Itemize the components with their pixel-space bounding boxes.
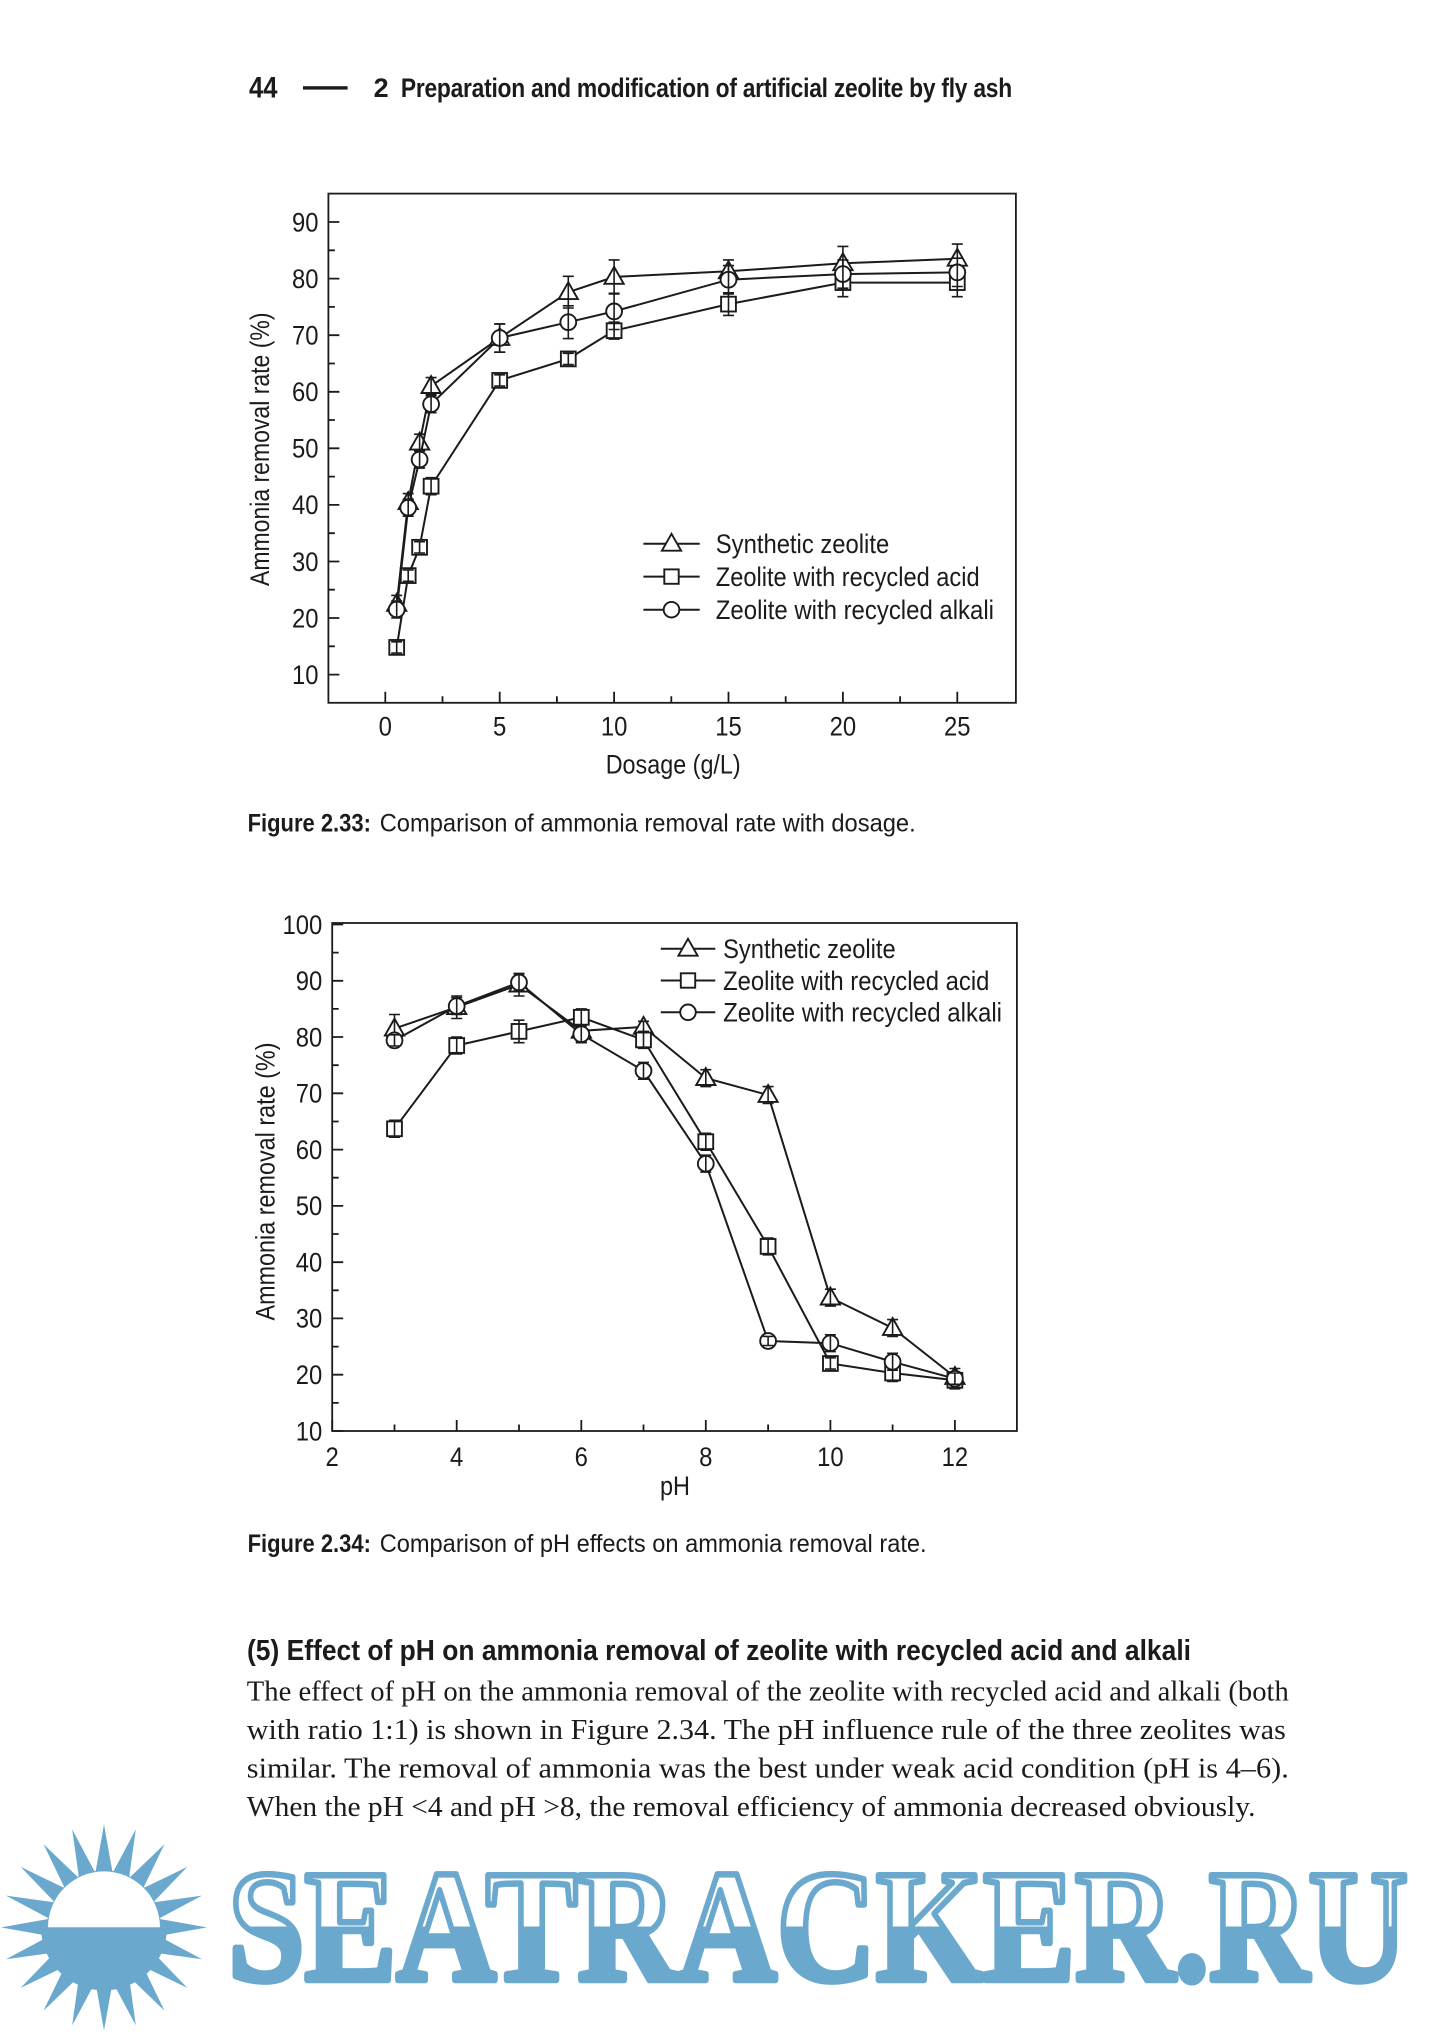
svg-text:20: 20 bbox=[296, 1360, 323, 1390]
svg-text:Ammonia removal rate (%): Ammonia removal rate (%) bbox=[251, 1043, 281, 1321]
svg-text:Synthetic zeolite: Synthetic zeolite bbox=[723, 934, 896, 964]
svg-text:SEATRACKER.RU: SEATRACKER.RU bbox=[228, 1837, 1408, 2015]
svg-text:40: 40 bbox=[292, 490, 319, 520]
svg-text:10: 10 bbox=[292, 660, 319, 690]
svg-text:4: 4 bbox=[450, 1442, 463, 1472]
svg-text:Dosage (g/L): Dosage (g/L) bbox=[606, 750, 741, 780]
svg-text:0: 0 bbox=[379, 712, 392, 742]
svg-text:Zeolite with recycled acid: Zeolite with recycled acid bbox=[723, 966, 989, 996]
svg-text:similar. The removal of ammoni: similar. The removal of ammonia was the … bbox=[247, 1754, 1289, 1785]
svg-text:50: 50 bbox=[292, 434, 319, 464]
svg-text:80: 80 bbox=[292, 264, 319, 294]
svg-text:8: 8 bbox=[699, 1442, 712, 1472]
svg-text:(5) Effect of pH on ammonia re: (5) Effect of pH on ammonia removal of z… bbox=[247, 1635, 1191, 1667]
svg-text:20: 20 bbox=[292, 603, 319, 633]
svg-text:25: 25 bbox=[944, 712, 971, 742]
svg-text:15: 15 bbox=[715, 712, 742, 742]
svg-text:When the pH <4 and pH >8, the: When the pH <4 and pH >8, the removal ef… bbox=[247, 1792, 1256, 1823]
svg-text:70: 70 bbox=[296, 1079, 323, 1109]
svg-text:10: 10 bbox=[817, 1442, 844, 1472]
svg-text:Zeolite with recycled acid: Zeolite with recycled acid bbox=[716, 562, 980, 592]
svg-text:80: 80 bbox=[296, 1022, 323, 1052]
svg-text:12: 12 bbox=[942, 1442, 969, 1472]
svg-text:Preparation and modification o: Preparation and modification of artifici… bbox=[401, 73, 1012, 103]
svg-text:60: 60 bbox=[296, 1135, 323, 1165]
svg-text:90: 90 bbox=[292, 207, 319, 237]
svg-text:90: 90 bbox=[296, 966, 323, 996]
svg-text:100: 100 bbox=[283, 910, 323, 940]
svg-text:Figure 2.34:Comparison of pH e: Figure 2.34: Comparison of pH effects on … bbox=[248, 1530, 927, 1558]
svg-text:40: 40 bbox=[296, 1248, 323, 1278]
svg-text:The effect of pH on the ammoni: The effect of pH on the ammonia removal … bbox=[247, 1677, 1289, 1708]
svg-text:30: 30 bbox=[296, 1304, 323, 1334]
svg-text:Figure 2.33:Comparison of ammo: Figure 2.33: Comparison of ammonia remova… bbox=[248, 810, 916, 838]
svg-text:60: 60 bbox=[292, 377, 319, 407]
svg-text:pH: pH bbox=[660, 1471, 690, 1501]
svg-text:10: 10 bbox=[601, 712, 628, 742]
svg-text:with ratio 1:1) is shown in Fi: with ratio 1:1) is shown in Figure 2.34.… bbox=[247, 1715, 1286, 1746]
svg-text:10: 10 bbox=[296, 1416, 323, 1446]
svg-text:Ammonia removal rate (%): Ammonia removal rate (%) bbox=[245, 313, 275, 587]
svg-text:70: 70 bbox=[292, 321, 319, 351]
svg-text:Zeolite with recycled alkali: Zeolite with recycled alkali bbox=[723, 998, 1002, 1028]
svg-text:44: 44 bbox=[249, 72, 278, 105]
svg-text:Synthetic zeolite: Synthetic zeolite bbox=[716, 529, 889, 559]
svg-text:Zeolite with recycled alkali: Zeolite with recycled alkali bbox=[716, 595, 994, 625]
svg-text:50: 50 bbox=[296, 1191, 323, 1221]
svg-text:2: 2 bbox=[326, 1442, 339, 1472]
svg-text:2: 2 bbox=[374, 73, 389, 103]
svg-text:20: 20 bbox=[830, 712, 857, 742]
svg-text:5: 5 bbox=[493, 712, 506, 742]
svg-text:6: 6 bbox=[575, 1442, 588, 1472]
svg-text:30: 30 bbox=[292, 547, 319, 577]
